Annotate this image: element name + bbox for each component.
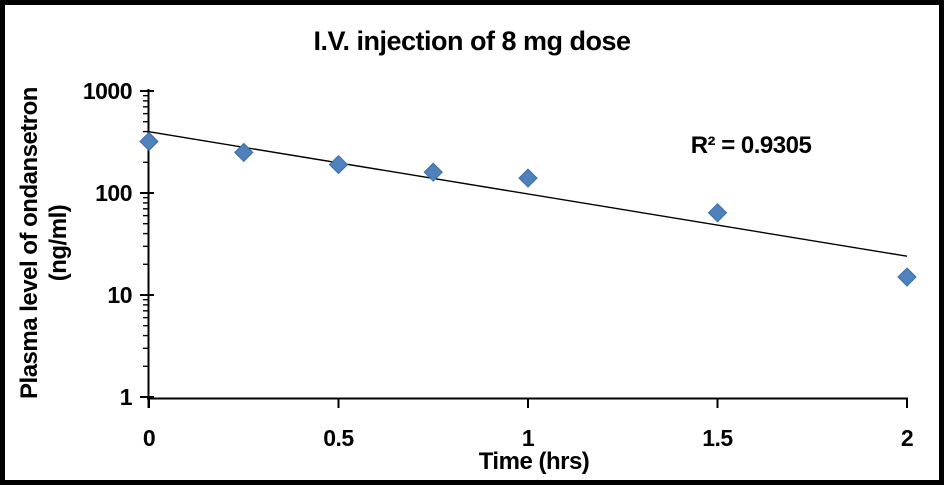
trendline bbox=[147, 130, 908, 257]
data-point-marker bbox=[234, 142, 254, 163]
x-tick-label: 0.5 bbox=[323, 425, 354, 451]
data-point-marker bbox=[518, 168, 538, 188]
axes bbox=[147, 89, 908, 408]
data-point-marker bbox=[328, 154, 349, 175]
x-tick-label: 1 bbox=[522, 425, 535, 451]
r-squared-label: R² = 0.9305 bbox=[690, 132, 812, 159]
y-tick-label: 10 bbox=[107, 282, 132, 308]
axis-ticks bbox=[140, 90, 908, 408]
data-point-marker bbox=[707, 203, 728, 223]
y-tick-label: 100 bbox=[95, 180, 132, 206]
data-points bbox=[139, 131, 917, 287]
chart-title: I.V. injection of 8 mg dose bbox=[313, 26, 631, 56]
x-tick-label: 2 bbox=[901, 425, 913, 451]
x-tick-label: 1.5 bbox=[702, 425, 733, 451]
y-tick-label: 1000 bbox=[83, 78, 132, 104]
y-tick-label: 1 bbox=[120, 384, 133, 410]
x-axis-title: Time (hrs) bbox=[478, 448, 590, 475]
data-point-marker bbox=[423, 162, 443, 182]
trendline-group bbox=[147, 130, 908, 257]
data-point-marker bbox=[897, 267, 917, 287]
x-tick-label: 0 bbox=[143, 425, 155, 451]
data-point-marker bbox=[139, 131, 159, 152]
